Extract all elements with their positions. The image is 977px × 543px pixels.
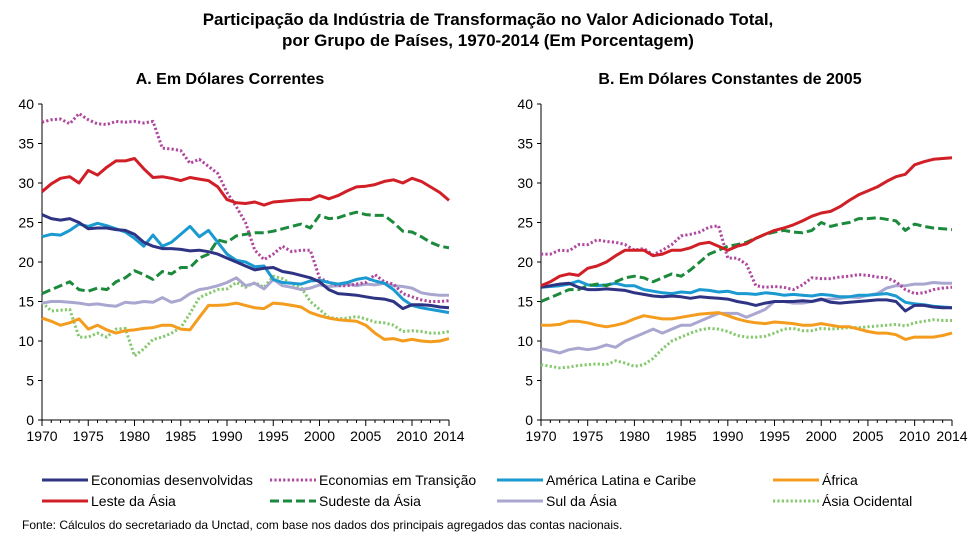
x-tick-label: 1980: [619, 428, 650, 444]
x-tick-label: 1970: [26, 428, 57, 444]
x-tick-label: 1985: [165, 428, 196, 444]
y-tick-label: 20: [18, 254, 34, 270]
x-tick-label: 1990: [211, 428, 242, 444]
series-line-leste-da-asia: [540, 156, 953, 288]
series-line-economias-desenvolvidas: [540, 281, 952, 313]
legend-label-africa: África: [822, 472, 858, 488]
x-tick-label: 1980: [119, 428, 150, 444]
series-line-economias-em-transicao: [41, 112, 450, 303]
legend-label-economias-em-transicao: Economias em Transição: [319, 472, 476, 488]
series-line-africa: [541, 311, 953, 341]
y-tick-label: 25: [18, 215, 34, 231]
series-line-leste-da-asia: [41, 157, 450, 207]
series-line-sul-da-asia: [540, 281, 952, 355]
series-line-economias-em-transicao: [541, 224, 953, 296]
figure-title-line2: por Grupo de Países, 1970-2014 (Em Porce…: [282, 31, 694, 50]
x-tick-label: 1985: [666, 428, 697, 444]
panel-title: A. Em Dólares Correntes: [136, 71, 325, 88]
source-note: Fonte: Cálculos do secretariado da Uncta…: [22, 518, 622, 532]
x-tick-label: 2000: [304, 428, 335, 444]
y-tick-label: 35: [18, 136, 34, 152]
x-tick-label: 1995: [759, 428, 790, 444]
y-tick-label: 25: [517, 215, 533, 231]
x-tick-label: 2000: [806, 428, 837, 444]
series-line-asia-ocidental: [40, 274, 450, 358]
legend-label-sudeste-da-asia: Sudeste da Ásia: [319, 493, 421, 509]
y-tick-label: 10: [18, 333, 34, 349]
panel-title: B. Em Dólares Constantes de 2005: [598, 71, 861, 88]
legend-label-america-latina-e-caribe: América Latina e Caribe: [546, 472, 696, 488]
series-line-america-latina-e-caribe: [41, 221, 450, 315]
series-line-africa: [41, 301, 450, 344]
legend-label-economias-desenvolvidas: Economias desenvolvidas: [91, 472, 253, 488]
series-line-asia-ocidental: [540, 318, 952, 370]
panel-b: B. Em Dólares Constantes de 2005 0 5 10 15 20…: [517, 71, 967, 444]
legend-label-asia-ocidental: Ásia Ocidental: [822, 493, 912, 509]
y-tick-label: 10: [517, 333, 533, 349]
y-tick-label: 0: [26, 412, 34, 428]
legend-label-leste-da-asia: Leste da Ásia: [91, 493, 176, 509]
y-tick-label: 20: [517, 254, 533, 270]
y-tick-label: 15: [18, 294, 34, 310]
y-tick-label: 0: [525, 412, 533, 428]
legend: Economias desenvolvidas Economias em Tran…: [42, 472, 912, 509]
y-tick-label: 30: [18, 175, 34, 191]
y-tick-label: 35: [517, 136, 533, 152]
x-tick-label: 2014: [936, 428, 967, 444]
series-line-economias-desenvolvidas: [41, 213, 450, 311]
x-tick-label: 2005: [350, 428, 381, 444]
x-tick-label: 2010: [396, 428, 427, 444]
x-tick-label: 2010: [899, 428, 930, 444]
x-tick-label: 1975: [572, 428, 603, 444]
series-line-sudeste-da-asia: [41, 210, 450, 295]
x-tick-label: 1970: [525, 428, 556, 444]
x-tick-label: 1995: [258, 428, 289, 444]
y-tick-label: 30: [517, 175, 533, 191]
y-tick-label: 15: [517, 294, 533, 310]
y-tick-label: 5: [26, 373, 34, 389]
x-tick-label: 2014: [433, 428, 464, 444]
figure-title-line1: Participação da Indústria de Transformaç…: [203, 10, 774, 29]
y-tick-label: 40: [517, 96, 533, 112]
legend-label-sul-da-asia: Sul da Ásia: [546, 493, 617, 509]
x-tick-label: 2005: [852, 428, 883, 444]
y-tick-label: 40: [18, 96, 34, 112]
x-tick-label: 1975: [73, 428, 104, 444]
x-tick-label: 1990: [712, 428, 743, 444]
panel-a: A. Em Dólares Correntes 0 5 10 15 20 25 30 35 40 1…: [18, 71, 464, 444]
y-tick-label: 5: [525, 373, 533, 389]
